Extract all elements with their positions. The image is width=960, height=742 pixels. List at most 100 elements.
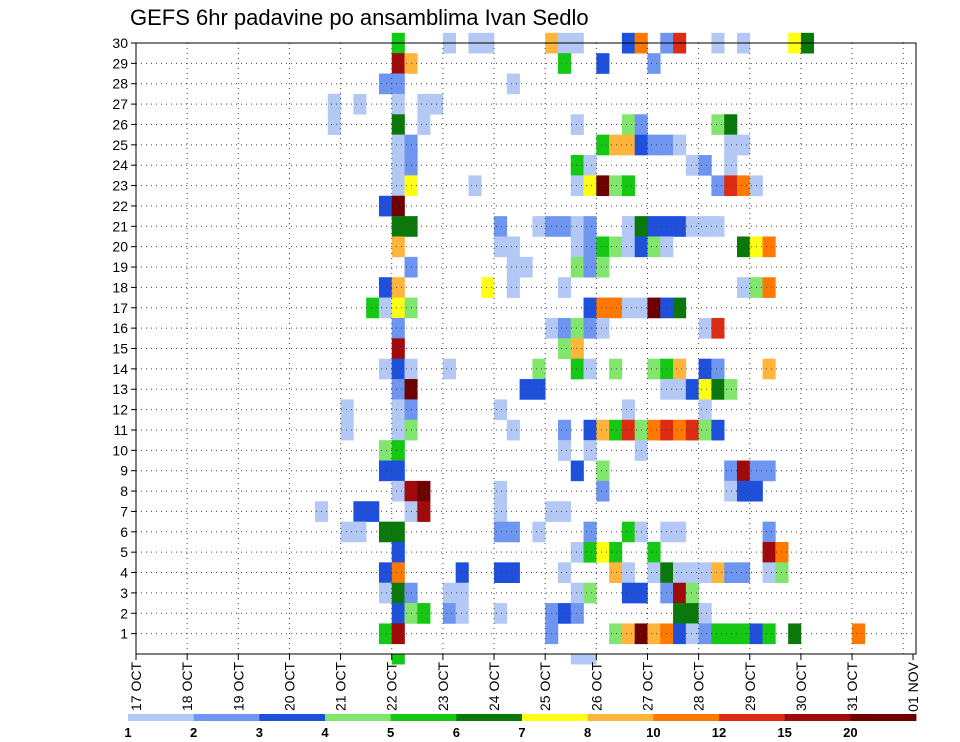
heatmap-cell	[736, 480, 751, 502]
colorbar-label: 6	[453, 725, 460, 740]
heatmap-cell	[506, 236, 520, 258]
heatmap-cell	[711, 317, 725, 339]
heatmap-cell	[391, 541, 405, 563]
x-tick-label: 24 OCT	[486, 662, 502, 711]
heatmap-cell	[391, 480, 405, 502]
heatmap-cell	[570, 216, 584, 237]
heatmap-cell	[736, 562, 751, 584]
heatmap-cell	[685, 562, 699, 584]
heatmap-cell	[570, 175, 584, 197]
heatmap-cell	[570, 654, 584, 665]
x-tick-label: 29 OCT	[742, 662, 758, 711]
heatmap-cell	[583, 236, 597, 258]
heatmap-cell	[557, 53, 572, 74]
heatmap-cell	[506, 562, 520, 584]
heatmap-cell	[506, 521, 520, 543]
heatmap-cell	[609, 175, 623, 197]
heatmap-cell	[391, 654, 405, 665]
heatmap-cell	[711, 419, 725, 441]
heatmap-cell	[583, 419, 597, 441]
heatmap-cell	[621, 623, 635, 645]
x-axis-ticks: 17 OCT 18 OCT 19 OCT 20 OCT 21 OCT 22 OCT 23 O…	[128, 654, 921, 712]
heatmap-cell	[532, 521, 546, 543]
y-tick-label: 21	[112, 218, 128, 234]
heatmap-cell	[391, 440, 405, 461]
heatmap-cell	[711, 623, 725, 645]
x-tick-label: 18 OCT	[179, 662, 195, 711]
heatmap-cell	[685, 419, 699, 441]
heatmap-cell	[532, 379, 546, 400]
colorbar-label: 3	[256, 725, 263, 740]
heatmap-cell	[506, 256, 520, 278]
heatmap-cell	[455, 603, 469, 624]
heatmap-cell	[673, 582, 687, 604]
heatmap-cell	[596, 419, 610, 441]
heatmap-cell	[391, 379, 405, 400]
colorbar-label: 8	[584, 725, 591, 740]
heatmap-cell	[698, 379, 712, 400]
heatmap-cell	[557, 216, 572, 237]
y-tick-label: 30	[112, 35, 128, 51]
y-tick-label: 15	[112, 341, 128, 357]
colorbar-swatch	[259, 714, 326, 721]
colorbar-swatch	[653, 714, 720, 721]
heatmap-cell	[698, 317, 712, 339]
colorbar-label: 15	[777, 725, 791, 740]
heatmap-cell	[378, 460, 393, 482]
heatmap-cell	[557, 338, 572, 359]
colorbar-label: 20	[843, 725, 857, 740]
heatmap-cell	[506, 277, 520, 298]
heatmap-cell	[391, 236, 405, 258]
heatmap-cell	[647, 236, 661, 258]
heatmap-cell	[724, 623, 738, 645]
heatmap-cell	[378, 562, 393, 584]
colorbar-swatch	[456, 714, 523, 721]
heatmap-cell	[647, 358, 661, 380]
x-tick-label: 31 OCT	[844, 662, 860, 711]
heatmap-cell	[494, 480, 508, 502]
heatmap-cell	[557, 501, 572, 522]
heatmap-cell	[736, 277, 751, 298]
heatmap-cell	[609, 297, 623, 319]
heatmap-cell	[736, 236, 751, 258]
heatmap-cell	[391, 53, 405, 74]
y-tick-label: 11	[113, 422, 128, 438]
heatmap-cell	[621, 114, 635, 135]
y-tick-label: 22	[112, 198, 128, 214]
heatmap-cell	[494, 236, 508, 258]
heatmap-cell	[494, 603, 508, 624]
heatmap-cell	[378, 358, 393, 380]
heatmap-cell	[621, 297, 635, 319]
heatmap-cell	[698, 216, 712, 237]
colorbar-legend: 1 2 3 4 5 6 7 8 10 12 15 20	[124, 714, 917, 740]
heatmap-cell	[762, 358, 776, 380]
colorbar-label: 5	[387, 725, 394, 740]
colorbar-label: 10	[646, 725, 660, 740]
heatmap-cell	[673, 623, 687, 645]
heatmap-cell	[711, 358, 725, 380]
heatmap-cell	[762, 541, 776, 563]
heatmap-cell	[340, 521, 354, 543]
y-tick-label: 14	[112, 361, 128, 377]
heatmap-cell	[596, 541, 610, 563]
heatmap-cell	[442, 603, 456, 624]
heatmap-cell	[647, 623, 661, 645]
heatmap-cell	[327, 93, 341, 115]
heatmap-cell	[736, 175, 751, 197]
heatmap-cell	[711, 175, 725, 197]
heatmap-cell	[391, 562, 405, 584]
heatmap-cell	[698, 623, 712, 645]
y-tick-label: 26	[112, 116, 128, 132]
heatmap-cell	[609, 236, 623, 258]
heatmap-cell	[621, 521, 635, 543]
heatmap-cell	[506, 73, 520, 95]
heatmap-cell	[378, 623, 393, 645]
heatmap-cell	[557, 562, 572, 584]
heatmap-cell	[583, 541, 597, 563]
heatmap-cell	[647, 562, 661, 584]
heatmap-cell	[570, 114, 584, 135]
heatmap-cell	[596, 480, 610, 502]
heatmap-cell	[673, 379, 687, 400]
heatmap-cell	[698, 155, 712, 176]
